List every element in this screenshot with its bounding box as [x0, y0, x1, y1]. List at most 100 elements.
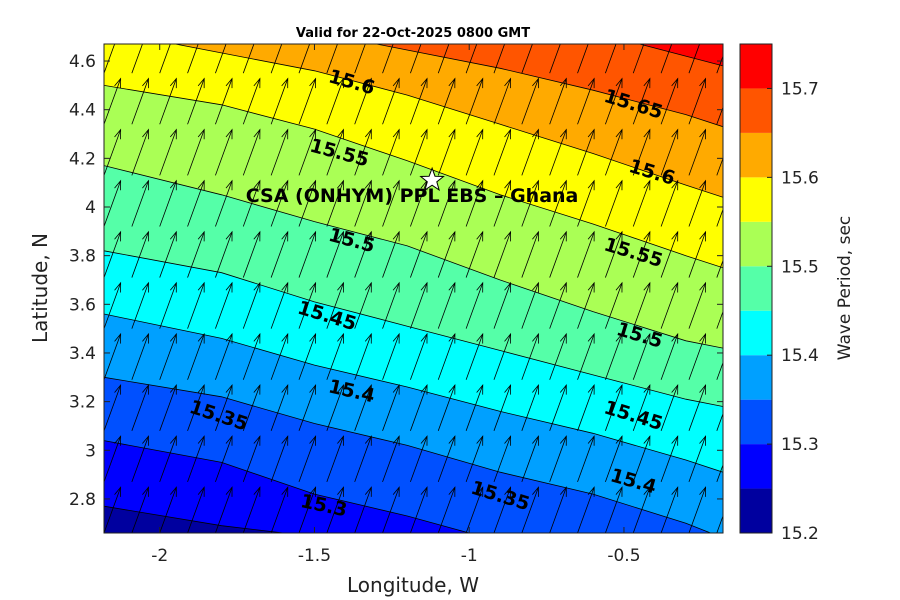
- wave-vector: [104, 230, 122, 278]
- wave-vector: [465, 77, 484, 125]
- wave-vector: [215, 435, 233, 483]
- wave-vector: [270, 281, 289, 329]
- wave-vector: [577, 77, 595, 125]
- colorbar-segment: [740, 310, 772, 356]
- wave-vector: [187, 128, 205, 176]
- wave-vector: [354, 179, 372, 227]
- wave-vector: [242, 230, 261, 278]
- wave-vector: [215, 332, 233, 380]
- wave-vector: [632, 44, 645, 74]
- colorbar-segment: [740, 44, 772, 89]
- y-tick-label: 3.8: [69, 247, 96, 267]
- wave-vector: [549, 332, 567, 380]
- wave-vector: [410, 77, 428, 125]
- wave-vector: [131, 435, 149, 483]
- wave-vector: [270, 44, 283, 74]
- wave-vector: [382, 179, 400, 227]
- wave-vector: [660, 179, 679, 227]
- wave-vector: [493, 230, 512, 278]
- y-tick-label: 3.2: [69, 393, 96, 413]
- wave-vector: [632, 77, 651, 125]
- y-tick-label: 4.6: [69, 52, 96, 72]
- wave-vector: [354, 435, 372, 483]
- wave-vector: [410, 383, 428, 431]
- wave-vector: [104, 281, 122, 329]
- wave-vector: [521, 435, 539, 483]
- wave-vector: [326, 332, 344, 380]
- wave-vector: [493, 128, 512, 176]
- colorbar-tick-label: 15.3: [781, 435, 819, 455]
- wave-vector: [131, 281, 149, 329]
- wave-vector: [521, 230, 539, 278]
- wave-vector: [410, 486, 428, 533]
- colorbar-segment: [740, 488, 772, 533]
- wave-vector: [465, 332, 484, 380]
- x-tick-label: -1: [461, 546, 478, 566]
- wave-vector: [298, 281, 317, 329]
- wave-vector: [660, 44, 673, 74]
- site-star-marker: [419, 166, 445, 192]
- wave-vector: [159, 179, 177, 227]
- wave-vector: [437, 230, 456, 278]
- wave-vector: [632, 383, 651, 431]
- wave-vector: [270, 230, 289, 278]
- wave-vector: [660, 77, 679, 125]
- wave-vector: [187, 230, 205, 278]
- wave-vector: [437, 281, 456, 329]
- wave-vector: [465, 281, 484, 329]
- colorbar-tick-label: 15.6: [781, 168, 819, 188]
- wave-vector: [242, 77, 261, 125]
- wave-vector: [382, 77, 400, 125]
- y-tick-label: 3.4: [69, 344, 96, 364]
- x-tick-label: -2: [151, 546, 168, 566]
- wave-vector: [382, 383, 400, 431]
- wave-vector: [410, 281, 428, 329]
- wave-vector: [605, 435, 623, 483]
- y-axis-ticks: 2.8 3 3.2 3.4 3.6 3.8 4 4.2 4.4 4.6: [69, 52, 723, 510]
- wave-vector: [660, 332, 679, 380]
- wave-vector: [270, 486, 289, 533]
- wave-vector: [354, 44, 366, 74]
- wave-vector: [354, 77, 372, 125]
- wave-vector: [131, 230, 149, 278]
- wave-vector: [688, 179, 707, 227]
- wave-vector: [716, 55, 723, 74]
- chart-title: Valid for 22-Oct-2025 0800 GMT: [296, 26, 530, 41]
- wave-vector: [215, 383, 233, 431]
- wave-vector: [298, 332, 317, 380]
- wave-vector: [326, 128, 344, 176]
- y-tick-label: 4.4: [69, 101, 96, 121]
- wave-vector: [632, 435, 651, 483]
- contour-line-15.7: [639, 44, 723, 67]
- contour-line-15.35: [104, 376, 711, 533]
- wave-vector: [437, 44, 450, 74]
- wave-vector: [382, 230, 400, 278]
- y-tick-label: 4.2: [69, 149, 96, 169]
- wave-vector: [354, 281, 372, 329]
- wave-vector: [215, 44, 227, 74]
- y-tick-label: 4: [85, 198, 96, 218]
- wave-vector: [521, 281, 539, 329]
- wave-vector: [605, 128, 623, 176]
- wave-vector: [688, 44, 701, 74]
- wave-vector: [326, 230, 344, 278]
- wave-vector: [605, 281, 623, 329]
- wave-vector: [465, 44, 478, 74]
- wave-vector: [521, 486, 539, 533]
- colorbar: 15.2 15.3 15.4 15.5 15.6 15.7: [739, 43, 819, 544]
- site-label: CSA (ONHYM) PPL EBS – Ghana: [246, 185, 579, 207]
- wave-vector: [688, 383, 707, 431]
- wave-vector: [215, 281, 233, 329]
- wave-vector: [465, 383, 484, 431]
- y-axis-label: Latitude, N: [28, 233, 52, 343]
- wave-vector: [577, 281, 595, 329]
- wave-vector: [521, 44, 533, 74]
- colorbar-label: Wave Period, sec: [835, 216, 855, 361]
- wave-vector: [159, 230, 177, 278]
- wave-vector: [521, 179, 539, 227]
- y-tick-label: 3: [85, 441, 96, 461]
- wave-vector: [605, 179, 623, 227]
- wave-vector: [298, 230, 317, 278]
- colorbar-tick-label: 15.7: [781, 79, 819, 99]
- wave-vector: [382, 44, 394, 74]
